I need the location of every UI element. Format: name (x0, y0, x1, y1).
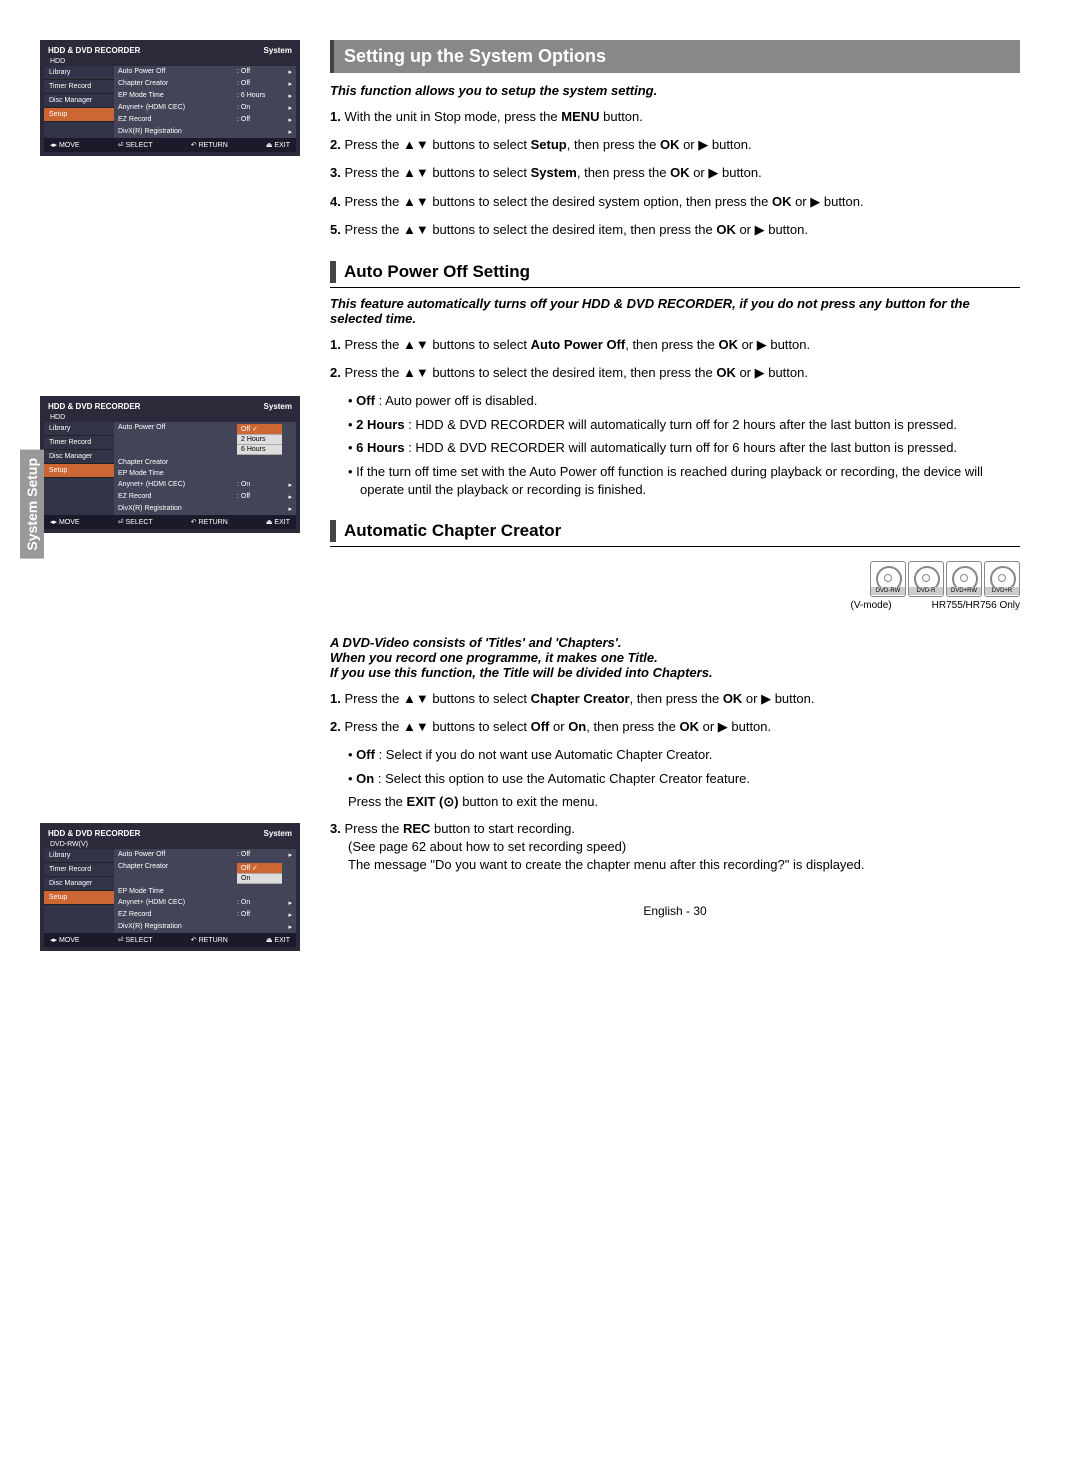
page-footer: English - 30 (330, 904, 1020, 918)
menu-row: Chapter CreatorOff ✓On (114, 861, 296, 886)
step-item: 3. Press the REC button to start recordi… (330, 820, 1020, 875)
section-title-3: Automatic Chapter Creator (330, 516, 1020, 547)
bullets-list-2: Off : Auto power off is disabled. 2 Hours… (348, 392, 1020, 498)
step-item: 2. Press the ▲▼ buttons to select Off or… (330, 718, 1020, 736)
menu-subtitle: DVD-RW(V) (44, 840, 296, 849)
menu-footer-item: ↶ RETURN (191, 141, 228, 149)
bullet-item: 6 Hours : HDD & DVD RECORDER will automa… (348, 439, 1020, 457)
menu-nav-item: Setup (44, 464, 114, 478)
menu-screenshot-3: HDD & DVD RECORDER System DVD-RW(V) Libra… (40, 823, 300, 951)
menu-footer-item: ◂▸ MOVE (50, 936, 80, 944)
menu-row: EP Mode Time: 6 Hours▸ (114, 90, 296, 102)
menu-title: HDD & DVD RECORDER (48, 829, 140, 838)
steps-list-3b: 3. Press the REC button to start recordi… (330, 820, 1020, 875)
menu-row: Anynet+ (HDMI CEC): On▸ (114, 479, 296, 491)
step-item: 1. With the unit in Stop mode, press the… (330, 108, 1020, 126)
menu-footer-item: ◂▸ MOVE (50, 141, 80, 149)
menu-nav-item: Timer Record (44, 863, 114, 877)
menu-row: EP Mode Time (114, 886, 296, 897)
left-column: HDD & DVD RECORDERSystem HDD LibraryTime… (40, 40, 300, 1011)
menu-footer-item: ⏏ EXIT (266, 141, 290, 149)
menu-row: Auto Power Off: Off▸ (114, 849, 296, 861)
menu-footer-item: ⏎ SELECT (118, 518, 153, 526)
menu-footer-item: ↶ RETURN (191, 518, 228, 526)
section-title-2: Auto Power Off Setting (330, 257, 1020, 288)
menu-footer-item: ⏎ SELECT (118, 141, 153, 149)
steps-list-1: 1. With the unit in Stop mode, press the… (330, 108, 1020, 239)
menu-row: EZ Record: Off▸ (114, 909, 296, 921)
menu-nav-item: Setup (44, 891, 114, 905)
menu-footer-item: ◂▸ MOVE (50, 518, 80, 526)
disc-icons: DVD-RWDVD-RDVD+RWDVD+R (V-mode) HR755/HR… (851, 561, 1021, 619)
menu-nav-item: Setup (44, 108, 114, 122)
menu-footer-item: ⏏ EXIT (266, 936, 290, 944)
menu-title: HDD & DVD RECORDER (48, 46, 140, 55)
bullet-item: If the turn off time set with the Auto P… (348, 463, 1020, 498)
steps-list-2: 1. Press the ▲▼ buttons to select Auto P… (330, 336, 1020, 382)
bullet-item: On : Select this option to use the Autom… (348, 770, 1020, 788)
menu-screenshot-2: HDD & DVD RECORDER System HDD LibraryTime… (40, 396, 300, 533)
menu-footer-item: ↶ RETURN (191, 936, 228, 944)
menu-breadcrumb: System (264, 829, 292, 838)
menu-row: Anynet+ (HDMI CEC): On▸ (114, 102, 296, 114)
menu-breadcrumb: System (264, 46, 292, 55)
menu-nav-item: Library (44, 849, 114, 863)
disc-icon: DVD-RW (870, 561, 906, 597)
disc-note-left: (V-mode) (851, 600, 892, 611)
disc-icon: DVD-R (908, 561, 944, 597)
step-item: 2. Press the ▲▼ buttons to select Setup,… (330, 136, 1020, 154)
bullets-list-3: Off : Select if you do not want use Auto… (348, 746, 1020, 787)
exit-line: Press the EXIT (⊙) button to exit the me… (348, 794, 1020, 810)
step-item: 4. Press the ▲▼ buttons to select the de… (330, 193, 1020, 211)
step-item: 2. Press the ▲▼ buttons to select the de… (330, 364, 1020, 382)
menu-row: EZ Record: Off▸ (114, 491, 296, 503)
menu-footer-item: ⏏ EXIT (266, 518, 290, 526)
menu-nav-item: Disc Manager (44, 94, 114, 108)
section-intro-3: A DVD-Video consists of 'Titles' and 'Ch… (330, 635, 1020, 680)
menu-title: HDD & DVD RECORDER (48, 402, 140, 411)
menu-subtitle: HDD (44, 413, 296, 422)
menu-screenshot-1: HDD & DVD RECORDER System HDD LibraryTime… (40, 40, 300, 156)
step-item: 5. Press the ▲▼ buttons to select the de… (330, 221, 1020, 239)
menu-breadcrumb: System (264, 402, 292, 411)
disc-note-right: HR755/HR756 Only (932, 600, 1020, 611)
step-item: 1. Press the ▲▼ buttons to select Chapte… (330, 690, 1020, 708)
disc-icon: DVD+R (984, 561, 1020, 597)
menu-row: DivX(R) Registration▸ (114, 503, 296, 515)
menu-subtitle: HDD (44, 57, 296, 66)
menu-nav-item: Timer Record (44, 80, 114, 94)
menu-row: Auto Power Off: Off▸ (114, 66, 296, 78)
step-item: 1. Press the ▲▼ buttons to select Auto P… (330, 336, 1020, 354)
menu-nav-item: Disc Manager (44, 877, 114, 891)
menu-row: Chapter Creator (114, 457, 296, 468)
menu-row: EP Mode Time (114, 468, 296, 479)
menu-row: DivX(R) Registration▸ (114, 921, 296, 933)
bullet-item: Off : Select if you do not want use Auto… (348, 746, 1020, 764)
side-tab-system-setup: System Setup (20, 450, 44, 559)
menu-row: Auto Power OffOff ✓2 Hours6 Hours (114, 422, 296, 457)
menu-nav-item: Timer Record (44, 436, 114, 450)
disc-icon: DVD+RW (946, 561, 982, 597)
step-item: 3. Press the ▲▼ buttons to select System… (330, 164, 1020, 182)
menu-nav-item: Disc Manager (44, 450, 114, 464)
menu-row: DivX(R) Registration▸ (114, 126, 296, 138)
bullet-item: 2 Hours : HDD & DVD RECORDER will automa… (348, 416, 1020, 434)
section-intro-1: This function allows you to setup the sy… (330, 83, 1020, 98)
menu-footer-item: ⏎ SELECT (118, 936, 153, 944)
menu-row: EZ Record: Off▸ (114, 114, 296, 126)
section-title-1: Setting up the System Options (330, 40, 1020, 73)
menu-row: Anynet+ (HDMI CEC): On▸ (114, 897, 296, 909)
section-intro-2: This feature automatically turns off you… (330, 296, 1020, 326)
menu-nav-item: Library (44, 66, 114, 80)
right-column: Setting up the System Options This funct… (330, 40, 1020, 1011)
menu-row: Chapter Creator: Off▸ (114, 78, 296, 90)
bullet-item: Off : Auto power off is disabled. (348, 392, 1020, 410)
menu-nav-item: Library (44, 422, 114, 436)
steps-list-3: 1. Press the ▲▼ buttons to select Chapte… (330, 690, 1020, 736)
